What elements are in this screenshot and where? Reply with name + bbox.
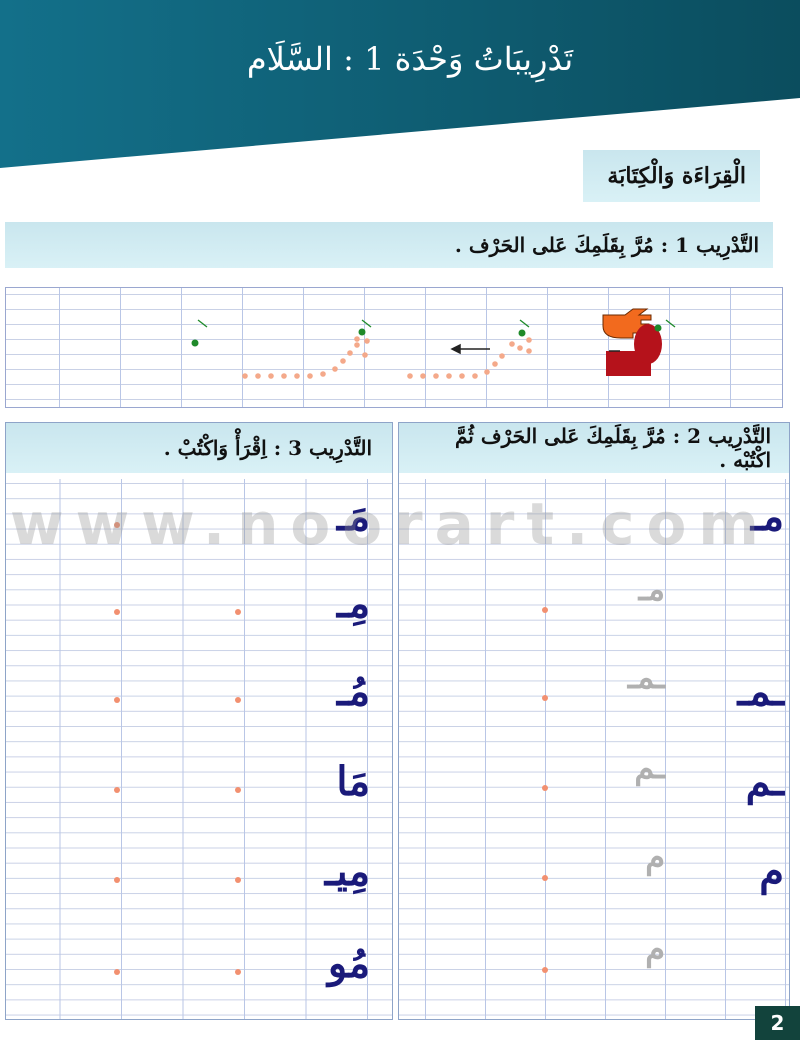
exercise3-syllable: مَا [336, 758, 370, 805]
trace-dot [526, 348, 532, 354]
guide-dot [542, 695, 548, 701]
guide-dot [542, 875, 548, 881]
trace-dot [526, 337, 532, 343]
guide-dot [114, 522, 120, 528]
trace-dot [517, 345, 523, 351]
trace-dot [354, 336, 360, 342]
exercise3-syllable: مَـ [336, 493, 370, 540]
trace-dot [347, 350, 353, 356]
trace-dots [242, 336, 532, 379]
exercise3-syllable: مُـ [336, 668, 370, 715]
guide-dot [235, 969, 241, 975]
guide-dot [114, 969, 120, 975]
exercise2-model-letter: ـمـ [737, 668, 784, 715]
page-number: 2 [755, 1006, 800, 1040]
trace-dot [492, 361, 498, 367]
exercise2-trace-letter: مـ [638, 570, 665, 608]
exercise3-writing-grid[interactable] [6, 479, 392, 1019]
exercise2-writing-grid[interactable] [399, 479, 789, 1019]
trace-dot [499, 353, 505, 359]
trace-dot [281, 373, 287, 379]
trace-dot [484, 369, 490, 375]
guide-dot [114, 877, 120, 883]
exercise2-model-letter: مـ [750, 493, 784, 540]
trace-dot [407, 373, 413, 379]
guide-dot [235, 877, 241, 883]
trace-dot [472, 373, 478, 379]
trace-dot [459, 373, 465, 379]
header-banner [0, 0, 800, 168]
exercise2-model-letter: ـم [745, 758, 784, 805]
guide-dot [542, 967, 548, 973]
exercise2-model-letter: م [759, 848, 784, 895]
exercise2-trace-letter: ـمـ [627, 658, 665, 696]
trace-dot [433, 373, 439, 379]
exercise3-instruction: التَّدْرِيب 3 : اِقْرَأْ وَاكْتُبْ . [6, 423, 392, 473]
trace-dot [420, 373, 426, 379]
trace-dot [446, 373, 452, 379]
exercise1-tracing-marks [191, 308, 676, 379]
guide-dot [235, 787, 241, 793]
watermark: www.noorart.com [10, 490, 771, 558]
trace-dot [294, 373, 300, 379]
trace-dot [320, 371, 326, 377]
guide-dot [235, 609, 241, 615]
exercise2-instruction: التَّدْرِيب 2 : مُرَّ بِقَلَمِكَ عَلى ال… [399, 423, 789, 473]
trace-dot [307, 373, 313, 379]
trace-dot [332, 366, 338, 372]
green-start-dot-icon [191, 324, 662, 347]
trace-dot [340, 358, 346, 364]
trace-dot [362, 352, 368, 358]
exercise3-syllable: مُو [327, 940, 370, 987]
trace-dot [255, 373, 261, 379]
exercise3-syllable: مِـ [336, 580, 370, 627]
guide-dot [114, 697, 120, 703]
page-title: تَدْرِيبَاتُ وَحْدَة 1 : السَّلَام [246, 40, 574, 78]
trace-dot [509, 341, 515, 347]
section-label: الْقِرَاءَة وَالْكِتَابَة [583, 150, 760, 202]
guide-dot [542, 785, 548, 791]
arrow-left-icon [450, 343, 620, 355]
guide-dot [542, 607, 548, 613]
guide-dot [114, 609, 120, 615]
guide-dot [114, 787, 120, 793]
guide-dot [235, 697, 241, 703]
exercise2-panel: التَّدْرِيب 2 : مُرَّ بِقَلَمِكَ عَلى ال… [398, 422, 790, 1020]
exercise2-trace-letter: م [645, 838, 665, 876]
trace-dot [268, 373, 274, 379]
trace-dot [364, 338, 370, 344]
exercise2-trace-letter: م [645, 930, 665, 968]
exercise2-trace-letter: ـم [634, 748, 665, 786]
exercise1-instruction: التَّدْرِيب 1 : مُرَّ بِقَلَمِكَ عَلى ال… [5, 222, 773, 268]
exercise3-syllable: مِيـ [324, 848, 370, 895]
trace-dot [354, 342, 360, 348]
letter-meem-model-icon [606, 324, 662, 376]
exercise3-panel: التَّدْرِيب 3 : اِقْرَأْ وَاكْتُبْ . [5, 422, 393, 1020]
trace-dot [242, 373, 248, 379]
